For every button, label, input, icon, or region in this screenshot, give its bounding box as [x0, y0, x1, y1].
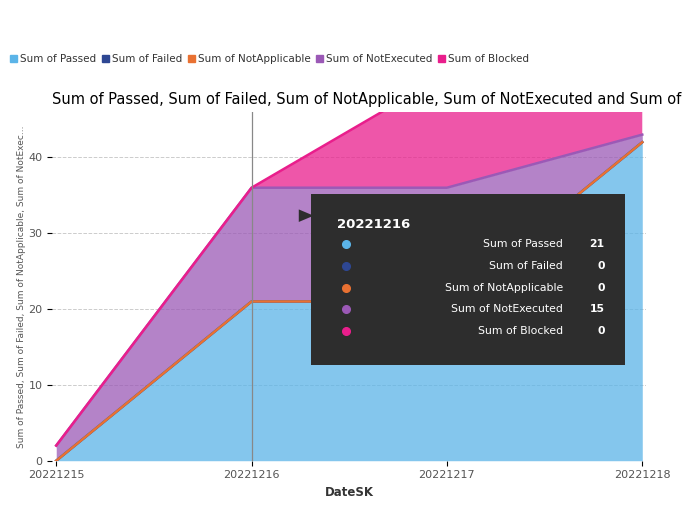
Text: Sum of Passed: Sum of Passed	[483, 240, 563, 249]
Text: Sum of Passed, Sum of Failed, Sum of NotApplicable, Sum of NotExecuted and Sum o: Sum of Passed, Sum of Failed, Sum of Not…	[52, 91, 686, 106]
Text: 20221216: 20221216	[338, 218, 411, 231]
X-axis label: DateSK: DateSK	[324, 486, 374, 499]
Text: Sum of NotExecuted: Sum of NotExecuted	[451, 304, 563, 314]
Text: Sum of Blocked: Sum of Blocked	[478, 326, 563, 336]
Y-axis label: Sum of Passed, Sum of Failed, Sum of NotApplicable, Sum of NotExec...: Sum of Passed, Sum of Failed, Sum of Not…	[16, 125, 25, 448]
Polygon shape	[299, 209, 314, 222]
Text: 0: 0	[597, 261, 604, 271]
Text: 21: 21	[589, 240, 604, 249]
FancyBboxPatch shape	[311, 194, 626, 365]
Text: 0: 0	[597, 283, 604, 292]
Text: Sum of NotApplicable: Sum of NotApplicable	[445, 283, 563, 292]
Text: Sum of Failed: Sum of Failed	[489, 261, 563, 271]
Text: 0: 0	[597, 326, 604, 336]
Legend: Sum of Passed, Sum of Failed, Sum of NotApplicable, Sum of NotExecuted, Sum of B: Sum of Passed, Sum of Failed, Sum of Not…	[10, 54, 530, 64]
Text: 15: 15	[589, 304, 604, 314]
